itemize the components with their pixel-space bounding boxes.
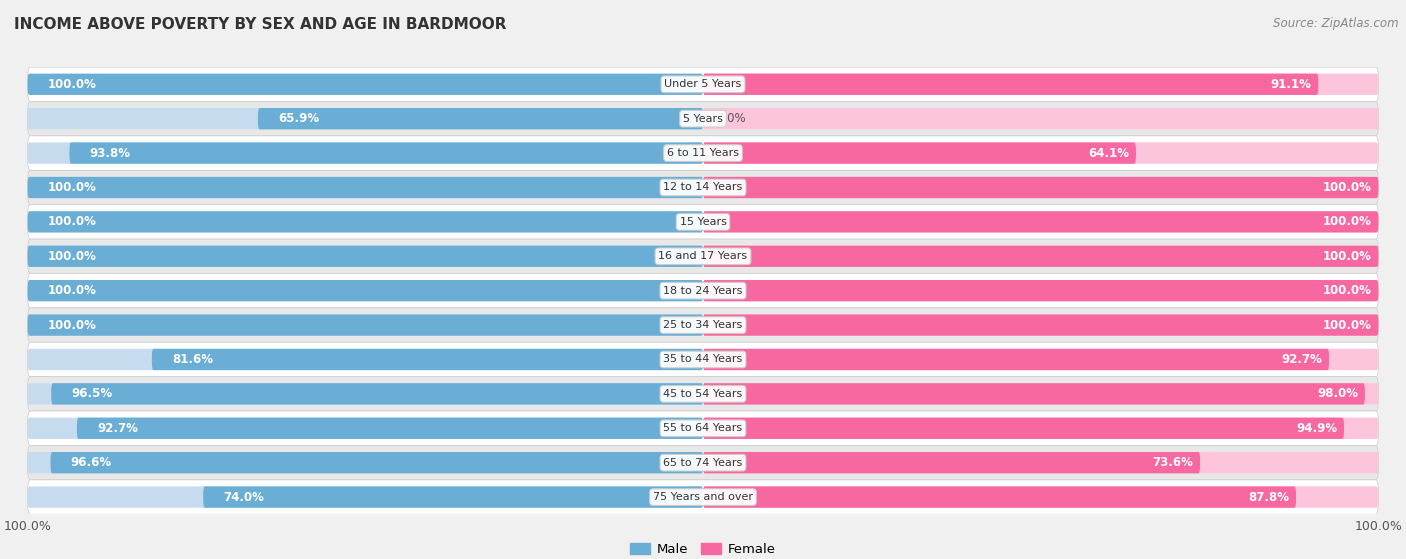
FancyBboxPatch shape [28, 102, 1378, 136]
Text: 25 to 34 Years: 25 to 34 Years [664, 320, 742, 330]
FancyBboxPatch shape [28, 205, 1378, 239]
FancyBboxPatch shape [28, 383, 703, 405]
FancyBboxPatch shape [28, 280, 703, 301]
FancyBboxPatch shape [28, 211, 703, 233]
FancyBboxPatch shape [703, 74, 1378, 95]
FancyBboxPatch shape [703, 314, 1378, 336]
Text: 100.0%: 100.0% [48, 250, 97, 263]
Text: Under 5 Years: Under 5 Years [665, 79, 741, 89]
Text: 100.0%: 100.0% [48, 284, 97, 297]
Text: 94.9%: 94.9% [1296, 422, 1337, 435]
FancyBboxPatch shape [28, 170, 1378, 205]
FancyBboxPatch shape [703, 245, 1378, 267]
FancyBboxPatch shape [28, 239, 1378, 273]
Text: 92.7%: 92.7% [97, 422, 138, 435]
FancyBboxPatch shape [28, 108, 703, 129]
FancyBboxPatch shape [703, 211, 1378, 233]
FancyBboxPatch shape [703, 486, 1378, 508]
Text: 100.0%: 100.0% [48, 181, 97, 194]
FancyBboxPatch shape [28, 452, 703, 473]
FancyBboxPatch shape [703, 349, 1329, 370]
Text: 0.0%: 0.0% [717, 112, 747, 125]
FancyBboxPatch shape [69, 143, 703, 164]
FancyBboxPatch shape [28, 480, 1378, 514]
FancyBboxPatch shape [703, 177, 1378, 198]
Text: 75 Years and over: 75 Years and over [652, 492, 754, 502]
Text: Source: ZipAtlas.com: Source: ZipAtlas.com [1274, 17, 1399, 30]
FancyBboxPatch shape [77, 418, 703, 439]
FancyBboxPatch shape [28, 273, 1378, 308]
Text: 100.0%: 100.0% [1323, 250, 1372, 263]
FancyBboxPatch shape [51, 383, 703, 405]
Text: 81.6%: 81.6% [172, 353, 214, 366]
Text: 6 to 11 Years: 6 to 11 Years [666, 148, 740, 158]
Text: 96.6%: 96.6% [70, 456, 112, 469]
FancyBboxPatch shape [703, 452, 1378, 473]
FancyBboxPatch shape [703, 486, 1296, 508]
FancyBboxPatch shape [28, 177, 703, 198]
Text: 100.0%: 100.0% [1323, 215, 1372, 229]
FancyBboxPatch shape [28, 245, 703, 267]
Text: 87.8%: 87.8% [1249, 491, 1289, 504]
Text: 100.0%: 100.0% [1323, 284, 1372, 297]
Text: 65.9%: 65.9% [278, 112, 319, 125]
FancyBboxPatch shape [257, 108, 703, 129]
FancyBboxPatch shape [28, 67, 1378, 102]
Text: 98.0%: 98.0% [1317, 387, 1358, 400]
FancyBboxPatch shape [703, 143, 1136, 164]
FancyBboxPatch shape [703, 383, 1378, 405]
Text: 100.0%: 100.0% [48, 215, 97, 229]
FancyBboxPatch shape [703, 418, 1344, 439]
Text: 45 to 54 Years: 45 to 54 Years [664, 389, 742, 399]
FancyBboxPatch shape [703, 418, 1378, 439]
FancyBboxPatch shape [51, 452, 703, 473]
Text: 15 Years: 15 Years [679, 217, 727, 227]
Text: 16 and 17 Years: 16 and 17 Years [658, 252, 748, 261]
FancyBboxPatch shape [152, 349, 703, 370]
FancyBboxPatch shape [28, 411, 1378, 446]
Text: 55 to 64 Years: 55 to 64 Years [664, 423, 742, 433]
Text: 5 Years: 5 Years [683, 113, 723, 124]
FancyBboxPatch shape [703, 349, 1378, 370]
Text: 73.6%: 73.6% [1153, 456, 1194, 469]
Text: 100.0%: 100.0% [1323, 181, 1372, 194]
Text: 18 to 24 Years: 18 to 24 Years [664, 286, 742, 296]
Text: 64.1%: 64.1% [1088, 146, 1129, 159]
Text: INCOME ABOVE POVERTY BY SEX AND AGE IN BARDMOOR: INCOME ABOVE POVERTY BY SEX AND AGE IN B… [14, 17, 506, 32]
FancyBboxPatch shape [28, 342, 1378, 377]
Text: 35 to 44 Years: 35 to 44 Years [664, 354, 742, 364]
Text: 93.8%: 93.8% [90, 146, 131, 159]
Text: 91.1%: 91.1% [1271, 78, 1312, 91]
Legend: Male, Female: Male, Female [626, 537, 780, 559]
FancyBboxPatch shape [28, 143, 703, 164]
FancyBboxPatch shape [703, 383, 1365, 405]
FancyBboxPatch shape [28, 377, 1378, 411]
FancyBboxPatch shape [703, 108, 1378, 129]
Text: 74.0%: 74.0% [224, 491, 264, 504]
Text: 100.0%: 100.0% [48, 319, 97, 331]
FancyBboxPatch shape [703, 452, 1201, 473]
Text: 12 to 14 Years: 12 to 14 Years [664, 182, 742, 192]
FancyBboxPatch shape [28, 418, 703, 439]
FancyBboxPatch shape [703, 74, 1319, 95]
Text: 100.0%: 100.0% [1323, 319, 1372, 331]
FancyBboxPatch shape [204, 486, 703, 508]
Text: 100.0%: 100.0% [48, 78, 97, 91]
FancyBboxPatch shape [28, 74, 703, 95]
Text: 96.5%: 96.5% [72, 387, 112, 400]
FancyBboxPatch shape [703, 143, 1378, 164]
FancyBboxPatch shape [28, 486, 703, 508]
FancyBboxPatch shape [703, 280, 1378, 301]
FancyBboxPatch shape [28, 314, 703, 336]
Text: 92.7%: 92.7% [1281, 353, 1323, 366]
Text: 65 to 74 Years: 65 to 74 Years [664, 458, 742, 468]
FancyBboxPatch shape [28, 136, 1378, 170]
FancyBboxPatch shape [28, 349, 703, 370]
FancyBboxPatch shape [28, 446, 1378, 480]
FancyBboxPatch shape [28, 308, 1378, 342]
